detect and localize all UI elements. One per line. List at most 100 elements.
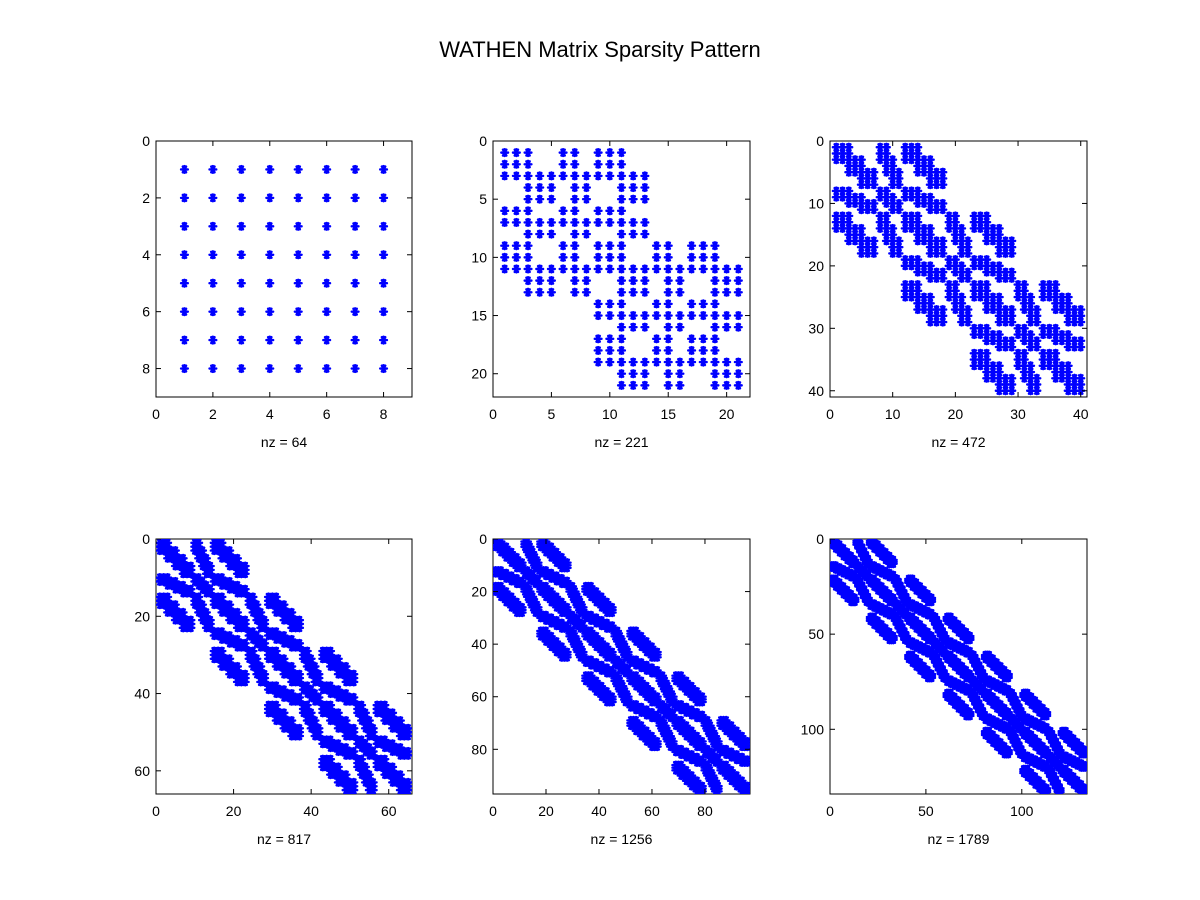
data-point [1000, 242, 1011, 252]
data-point [850, 559, 860, 569]
data-point [605, 148, 615, 158]
data-point [581, 194, 592, 204]
data-point [500, 264, 510, 274]
data-point [252, 654, 262, 664]
data-point [551, 558, 562, 568]
data-point [837, 155, 848, 165]
data-point [294, 696, 305, 706]
y-tick-label: 40 [134, 686, 150, 702]
data-point [1025, 379, 1036, 390]
data-point [644, 686, 654, 697]
data-point [713, 742, 723, 752]
data-point [314, 677, 324, 687]
data-point [710, 322, 720, 332]
data-point [881, 217, 892, 227]
data-point [1025, 367, 1036, 377]
data-point [982, 323, 992, 333]
data-point [888, 173, 898, 184]
data-point [1019, 298, 1029, 308]
data-point [663, 252, 673, 262]
data-point [894, 167, 904, 177]
data-point [1055, 783, 1065, 793]
data-point [368, 731, 378, 741]
data-point [1076, 336, 1086, 346]
x-tick-label: 5 [548, 406, 556, 422]
data-point [886, 593, 896, 603]
data-point [710, 334, 720, 344]
data-point [293, 164, 303, 175]
data-point [628, 182, 638, 193]
data-point [236, 363, 246, 374]
data-point [1038, 711, 1048, 721]
data-point [925, 180, 935, 190]
data-point [593, 264, 603, 274]
data-point [388, 746, 398, 757]
data-point [948, 654, 958, 664]
data-point [881, 155, 892, 165]
data-point [616, 148, 627, 158]
data-point [925, 223, 935, 234]
data-point [544, 586, 554, 597]
data-point [963, 311, 973, 321]
data-point [925, 292, 935, 302]
data-point [604, 647, 615, 657]
data-point [1034, 722, 1044, 732]
data-point [906, 286, 917, 296]
data-point [209, 592, 219, 602]
data-point [570, 241, 580, 251]
data-point [651, 299, 662, 309]
data-point [975, 280, 986, 290]
data-point [1032, 379, 1042, 390]
data-point [831, 142, 841, 152]
data-point [938, 205, 948, 215]
data-point [906, 292, 917, 302]
data-point [988, 230, 998, 240]
data-point [975, 223, 986, 234]
data-point [570, 159, 580, 169]
data-point [372, 739, 382, 749]
data-point [900, 211, 910, 221]
data-point [679, 721, 689, 731]
data-point [925, 248, 935, 258]
data-point [900, 155, 910, 165]
data-point [881, 555, 891, 565]
data-point [982, 329, 992, 340]
data-point [1000, 273, 1011, 283]
data-point [602, 686, 612, 697]
data-point [208, 193, 218, 203]
data-point [998, 703, 1008, 713]
data-point [869, 205, 879, 215]
data-point [961, 635, 971, 645]
data-point [982, 236, 992, 246]
data-point [1003, 745, 1013, 755]
data-point [963, 273, 973, 283]
data-point [652, 736, 662, 747]
data-point [931, 304, 942, 315]
data-point [1057, 292, 1067, 302]
data-point [944, 292, 954, 302]
data-point [726, 752, 737, 762]
data-point [873, 566, 883, 576]
data-point [1000, 373, 1011, 383]
data-point [963, 304, 973, 315]
data-point [863, 167, 873, 177]
data-point [179, 193, 190, 203]
data-point [965, 686, 975, 696]
data-point [665, 731, 676, 741]
data-point [994, 223, 1004, 234]
data-point [232, 569, 243, 579]
data-point [1078, 783, 1087, 793]
data-point [626, 657, 636, 668]
x-tick-label: 30 [1010, 406, 1026, 422]
y-tick-label: 15 [471, 308, 487, 324]
data-point [618, 681, 628, 691]
data-point [1024, 730, 1035, 740]
data-point [1007, 342, 1017, 352]
data-point [913, 280, 923, 290]
data-point [698, 357, 708, 367]
data-point [341, 677, 351, 687]
data-point [844, 223, 854, 234]
data-point [535, 217, 545, 228]
data-point [921, 627, 931, 637]
data-point [208, 221, 218, 231]
